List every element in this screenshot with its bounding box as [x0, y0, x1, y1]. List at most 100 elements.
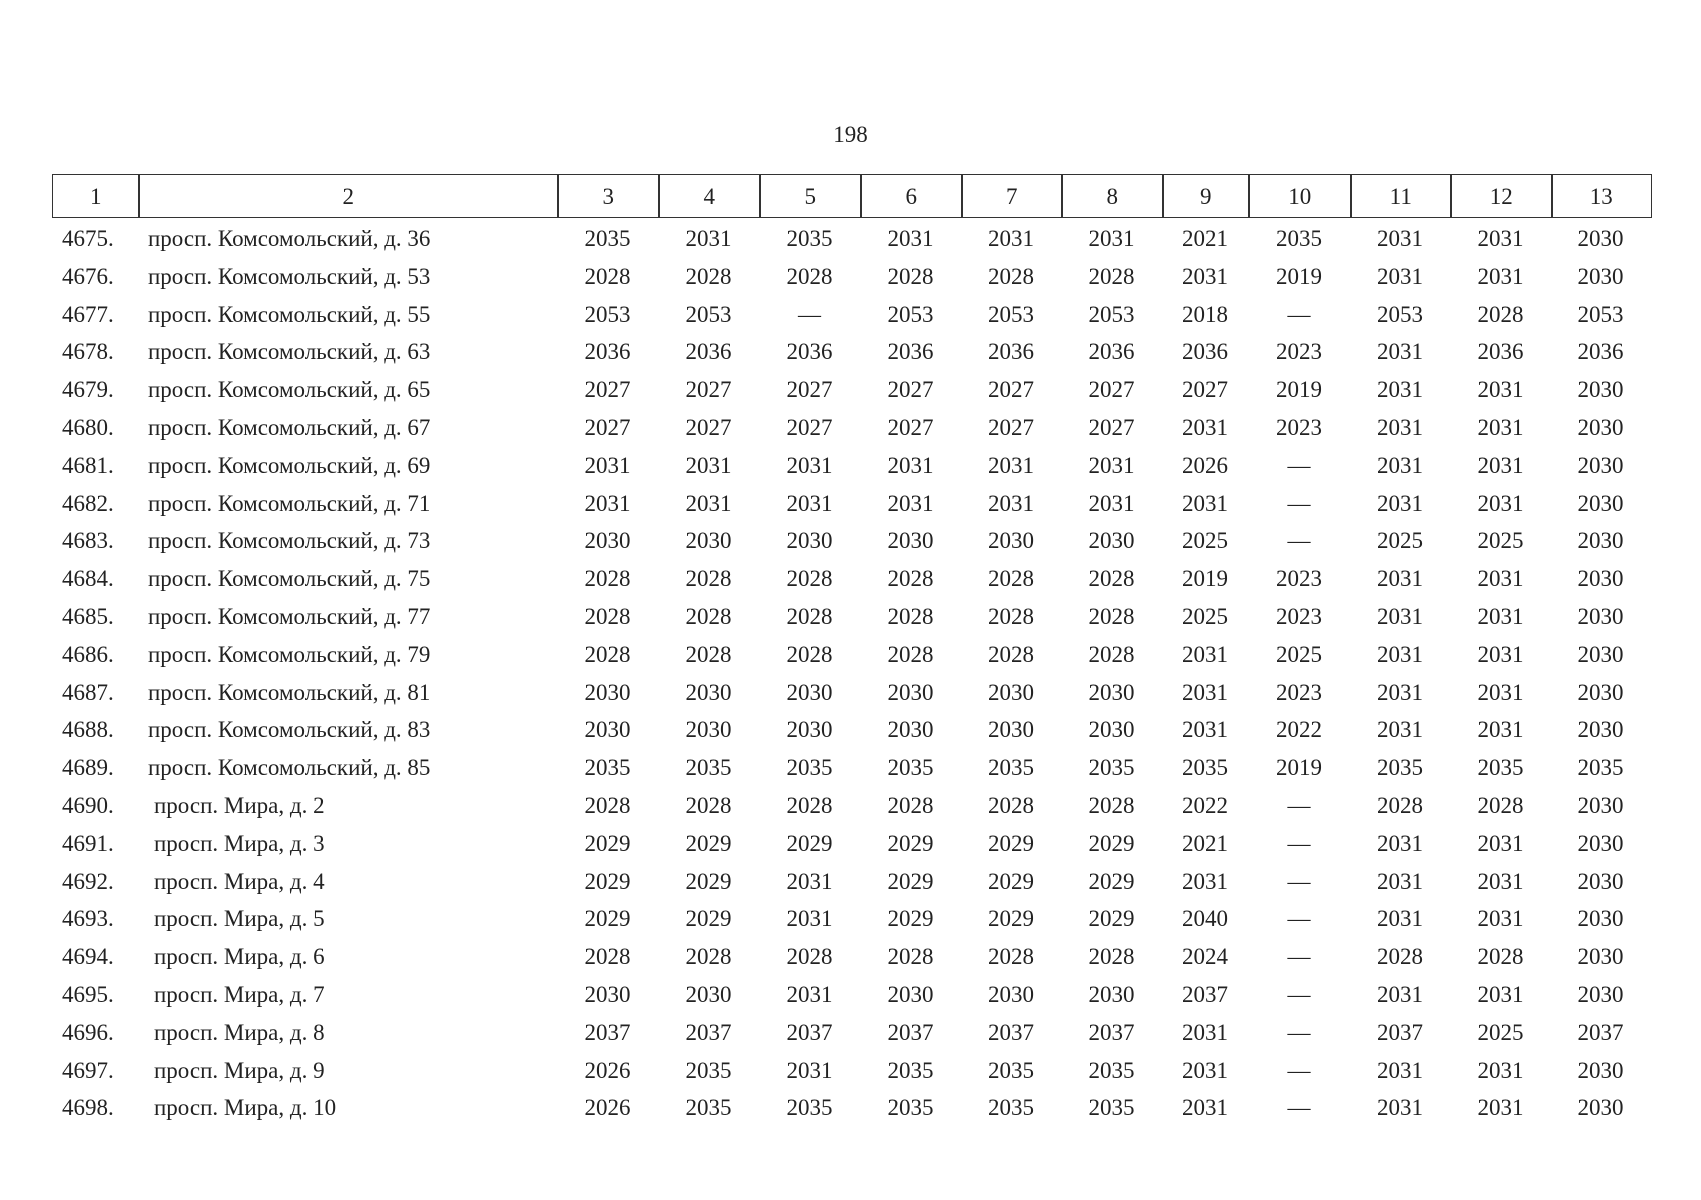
year-cell: 2035: [786, 1095, 833, 1121]
year-cell: 2028: [685, 604, 732, 629]
year-cell: 2037: [786, 1019, 833, 1045]
row-number: 4682.: [62, 490, 114, 516]
year-cell: 2029: [1088, 906, 1135, 932]
year-cell: 2030: [584, 679, 631, 705]
row-number: 4692.: [62, 868, 114, 894]
header-cell: 7: [961, 174, 1063, 218]
year-cell: 2028: [786, 604, 833, 629]
year-cell: —: [1287, 452, 1311, 478]
year-cell: 2029: [584, 906, 631, 932]
header-cell: 11: [1350, 174, 1452, 218]
year-cell: 2037: [1377, 1019, 1423, 1045]
year-cell: 2024: [1182, 944, 1228, 970]
year-cell: 2031: [685, 226, 732, 251]
year-cell: 2030: [1577, 982, 1624, 1007]
address: просп. Комсомольский, д. 83: [148, 717, 431, 743]
year-cell: 2031: [1477, 1057, 1524, 1083]
address: просп. Комсомольский, д. 63: [148, 339, 431, 365]
year-cell: 2035: [685, 1057, 732, 1083]
year-cell: 2025: [1477, 528, 1524, 554]
row-number: 4687.: [62, 679, 114, 705]
year-cell: 2031: [1377, 868, 1423, 894]
address: просп. Комсомольский, д. 79: [148, 641, 431, 667]
year-cell: 2031: [1182, 1057, 1228, 1083]
year-cell: 2031: [786, 1057, 833, 1083]
year-cell: 2030: [1577, 566, 1624, 592]
year-cell: —: [1287, 944, 1311, 970]
year-cell: 2031: [1377, 1057, 1423, 1083]
year-cell: 2035: [685, 755, 732, 781]
year-cell: 2031: [1477, 490, 1524, 516]
year-cell: 2053: [988, 301, 1034, 327]
year-cell: 2028: [786, 566, 833, 592]
row-number: 4683.: [62, 528, 114, 554]
year-cell: 2028: [988, 263, 1034, 289]
row-number: 4676.: [62, 263, 114, 289]
year-cell: 2019: [1276, 377, 1322, 403]
address: просп. Мира, д. 6: [154, 944, 325, 970]
year-cell: 2040: [1182, 906, 1228, 932]
year-cell: 2029: [887, 830, 934, 856]
year-cell: 2030: [1577, 944, 1624, 970]
year-cell: 2028: [786, 944, 833, 970]
year-cell: 2035: [786, 755, 833, 781]
year-cell: 2030: [685, 679, 732, 705]
address: просп. Комсомольский, д. 53: [148, 263, 431, 289]
year-cell: 2029: [685, 830, 732, 856]
year-cell: 2030: [887, 679, 934, 705]
address: просп. Комсомольский, д. 73: [148, 528, 431, 554]
year-cell: 2030: [887, 528, 934, 554]
header-cell: 2: [138, 174, 559, 218]
row-number: 4694.: [62, 944, 114, 970]
year-cell: 2030: [685, 528, 732, 554]
row-number: 4686.: [62, 641, 114, 667]
year-cell: 2023: [1276, 679, 1322, 705]
year-cell: 2028: [786, 641, 833, 667]
page-number: 198: [833, 122, 868, 147]
year-cell: 2030: [1577, 226, 1624, 251]
address: просп. Комсомольский, д. 71: [148, 490, 431, 516]
year-cell: 2031: [1377, 717, 1423, 743]
year-cell: 2022: [1276, 717, 1322, 743]
year-cell: 2031: [1182, 263, 1228, 289]
address: просп. Мира, д. 2: [154, 793, 325, 818]
year-cell: 2031: [1377, 679, 1423, 705]
year-cell: 2027: [786, 377, 833, 403]
year-cell: 2030: [1577, 490, 1624, 516]
year-cell: 2035: [1477, 755, 1524, 781]
year-cell: 2023: [1276, 339, 1322, 365]
year-cell: 2028: [887, 604, 934, 629]
year-cell: —: [1287, 1019, 1311, 1045]
header-cell: 9: [1162, 174, 1250, 218]
year-cell: 2031: [1477, 717, 1524, 743]
year-cell: 2027: [685, 377, 732, 403]
year-cell: 2031: [1377, 339, 1423, 365]
address: просп. Мира, д. 5: [154, 906, 325, 932]
year-cell: —: [1287, 982, 1311, 1007]
year-cell: 2053: [1377, 301, 1423, 327]
year-cell: 2037: [887, 1019, 934, 1045]
year-cell: 2028: [887, 793, 934, 818]
year-cell: 2028: [1088, 641, 1135, 667]
year-cell: 2022: [1182, 793, 1228, 818]
year-cell: 2031: [1377, 1095, 1423, 1121]
year-cell: 2028: [1377, 944, 1423, 970]
address: просп. Мира, д. 8: [154, 1019, 325, 1045]
year-cell: 2028: [1477, 793, 1524, 818]
year-cell: 2030: [1577, 604, 1624, 629]
year-cell: 2030: [786, 528, 833, 554]
year-cell: 2025: [1182, 528, 1228, 554]
year-cell: 2030: [584, 982, 631, 1007]
row-number: 4690.: [62, 793, 114, 818]
year-cell: —: [1287, 528, 1311, 554]
year-cell: 2028: [887, 641, 934, 667]
year-cell: 2028: [584, 944, 631, 970]
year-cell: 2031: [1377, 604, 1423, 629]
row-number: 4693.: [62, 906, 114, 932]
year-cell: 2027: [786, 415, 833, 440]
year-cell: 2028: [1088, 604, 1135, 629]
year-cell: 2035: [1577, 755, 1624, 781]
year-cell: 2037: [584, 1019, 631, 1045]
year-cell: 2031: [1377, 415, 1423, 440]
year-cell: 2031: [1377, 377, 1423, 403]
